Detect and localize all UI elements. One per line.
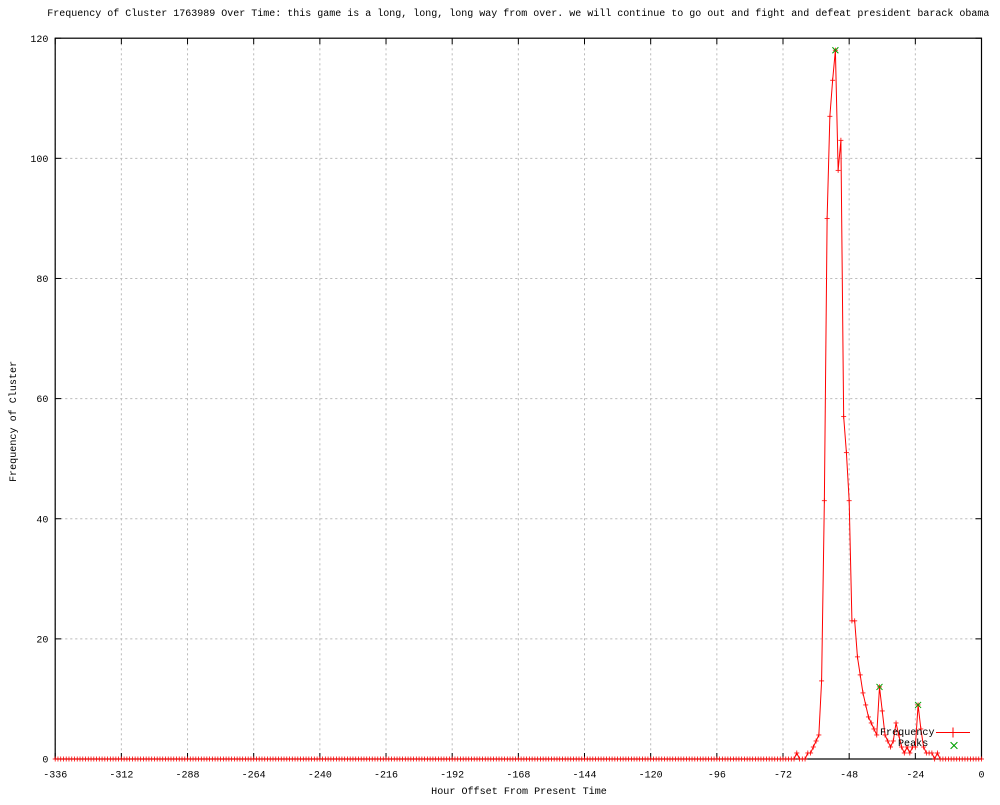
svg-text:-192: -192 (440, 771, 464, 782)
svg-text:-144: -144 (573, 771, 597, 782)
svg-text:120: 120 (30, 35, 48, 46)
svg-text:-72: -72 (774, 771, 792, 782)
svg-text:-240: -240 (308, 771, 332, 782)
svg-text:-96: -96 (708, 771, 726, 782)
svg-text:0: 0 (42, 756, 48, 767)
svg-text:-336: -336 (43, 771, 67, 782)
svg-text:-288: -288 (176, 771, 200, 782)
svg-text:20: 20 (36, 635, 48, 646)
svg-text:40: 40 (36, 515, 48, 526)
svg-text:Frequency: Frequency (880, 728, 935, 739)
svg-text:0: 0 (978, 771, 984, 782)
svg-text:-312: -312 (109, 771, 133, 782)
svg-text:Peaks: Peaks (898, 738, 928, 750)
svg-text:-168: -168 (506, 771, 530, 782)
svg-text:80: 80 (36, 275, 48, 286)
svg-text:Frequency of Cluster: Frequency of Cluster (8, 361, 20, 482)
svg-text:-216: -216 (374, 771, 398, 782)
svg-text:60: 60 (36, 395, 48, 406)
svg-text:100: 100 (30, 155, 48, 166)
svg-text:-48: -48 (840, 771, 858, 782)
svg-text:-24: -24 (906, 771, 924, 782)
svg-text:-120: -120 (639, 771, 663, 782)
svg-text:-264: -264 (242, 771, 266, 782)
